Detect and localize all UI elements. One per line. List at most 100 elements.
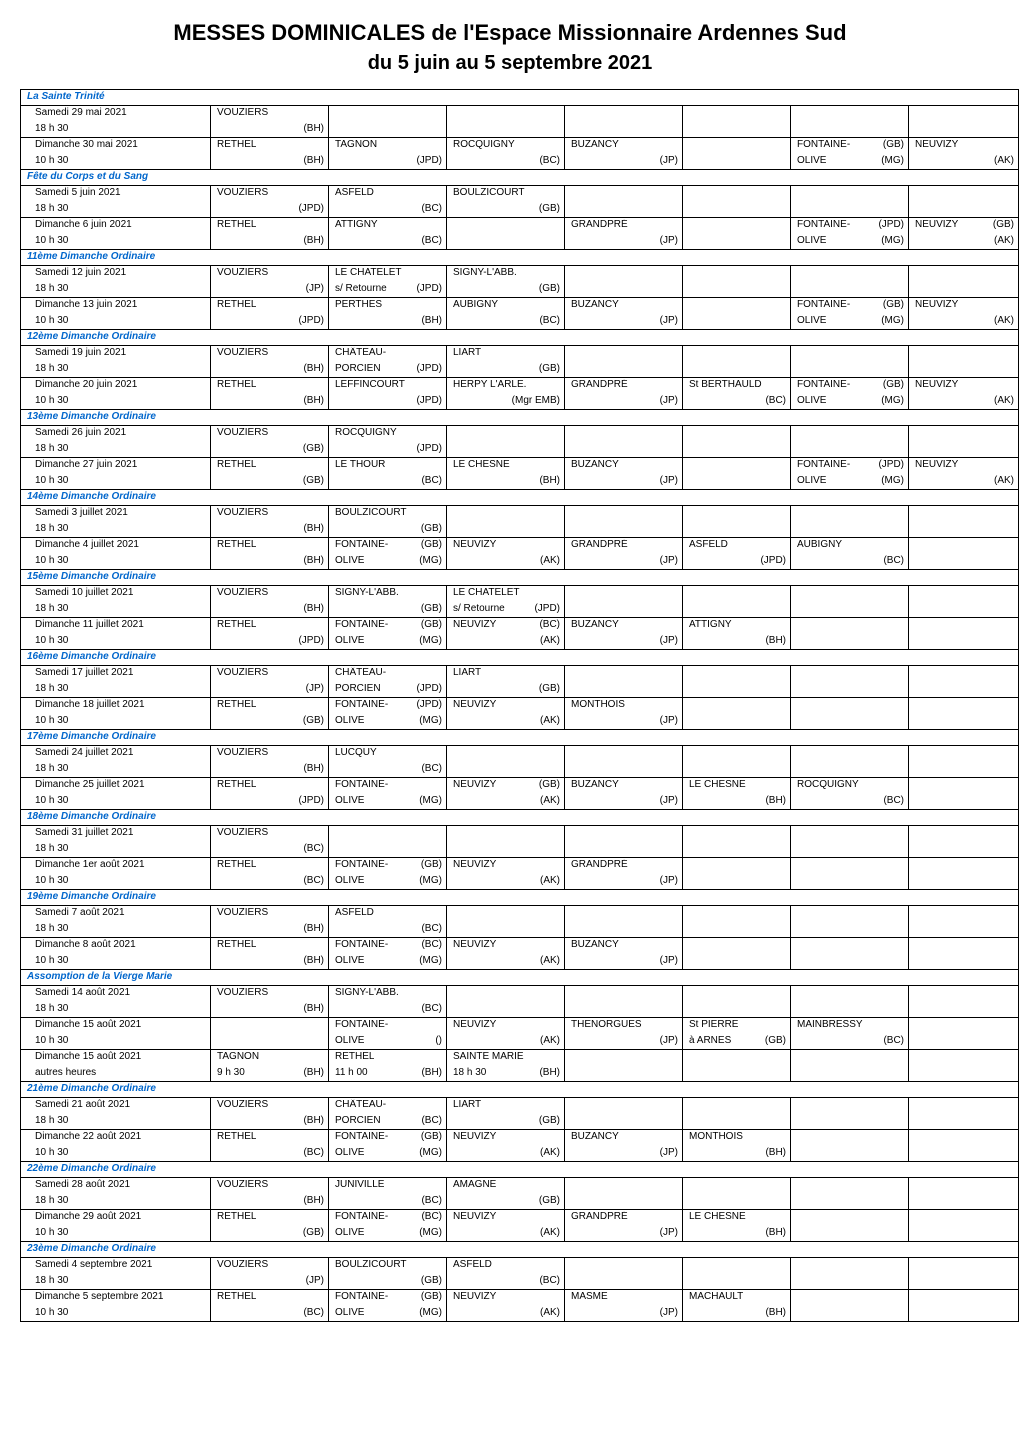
- cell-right-text: (BC): [303, 1147, 324, 1158]
- cell-right-text: (BC): [883, 555, 904, 566]
- cell-right-text: (GB): [883, 139, 904, 150]
- data-cell: [909, 1274, 1019, 1290]
- section-header-label: 18ème Dimanche Ordinaire: [21, 810, 1018, 823]
- data-cell: [791, 1146, 909, 1162]
- cell-right-text: (MG): [881, 395, 904, 406]
- data-cell: (AK): [447, 1306, 565, 1322]
- data-cell: (AK): [447, 954, 565, 970]
- data-cell: (JP): [565, 154, 683, 170]
- row-label-cell: Samedi 14 août 2021: [21, 986, 211, 1002]
- cell-right-text: (BH): [303, 1067, 324, 1078]
- data-cell: [447, 826, 565, 842]
- cell-right-text: (BC): [421, 235, 442, 246]
- data-cell: NEUVIZY: [447, 538, 565, 554]
- cell-right-text: (BC): [539, 619, 560, 630]
- cell-left-text: 18 h 30: [35, 523, 68, 534]
- cell-left-text: CHÂTEAU-: [335, 1099, 386, 1110]
- cell-left-text: AUBIGNY: [453, 299, 498, 310]
- data-cell: [565, 1114, 683, 1130]
- data-cell: MONTHOIS: [683, 1130, 791, 1146]
- data-cell: ROCQUIGNY: [447, 138, 565, 154]
- data-cell: [683, 698, 791, 714]
- row-label-cell: Samedi 17 juillet 2021: [21, 666, 211, 682]
- cell-left-text: Dimanche 20 juin 2021: [35, 379, 137, 390]
- cell-right-text: (MG): [881, 235, 904, 246]
- row-label-cell: Samedi 7 août 2021: [21, 906, 211, 922]
- cell-left-text: 18 h 30: [35, 923, 68, 934]
- cell-right-text: (JP): [660, 1035, 678, 1046]
- cell-left-text: PERTHES: [335, 299, 382, 310]
- cell-left-text: TAGNON: [335, 139, 377, 150]
- data-cell: PORCIEN(JPD): [329, 362, 447, 378]
- data-cell: BUZANCY: [565, 1130, 683, 1146]
- data-cell: [565, 186, 683, 202]
- data-cell: [909, 618, 1019, 634]
- data-row-top: Samedi 24 juillet 2021VOUZIERSLUCQUY: [21, 746, 1019, 762]
- data-cell: [565, 922, 683, 938]
- data-cell: BUZANCY: [565, 298, 683, 314]
- data-cell: [565, 986, 683, 1002]
- data-cell: ROCQUIGNY: [791, 778, 909, 794]
- cell-left-text: LEFFINCOURT: [335, 379, 405, 390]
- cell-right-text: (BH): [303, 603, 324, 614]
- cell-left-text: Samedi 3 juillet 2021: [35, 507, 128, 518]
- data-cell: [683, 122, 791, 138]
- data-cell: [683, 154, 791, 170]
- cell-left-text: GRANDPRÉ: [571, 859, 628, 870]
- data-cell: [791, 106, 909, 122]
- data-cell: [909, 1114, 1019, 1130]
- cell-left-text: VOUZIERS: [217, 267, 268, 278]
- section-header-row: 22ème Dimanche Ordinaire: [21, 1162, 1019, 1178]
- data-cell: (JP): [565, 714, 683, 730]
- cell-left-text: BOULZICOURT: [335, 1259, 407, 1270]
- data-cell: [683, 266, 791, 282]
- cell-left-text: OLIVE: [335, 715, 364, 726]
- cell-right-text: (BC): [539, 315, 560, 326]
- data-cell: LEFFINCOURT: [329, 378, 447, 394]
- data-cell: [791, 266, 909, 282]
- data-cell: [791, 602, 909, 618]
- cell-right-text: (BC): [421, 203, 442, 214]
- data-cell: (JPD): [211, 202, 329, 218]
- data-cell: [565, 426, 683, 442]
- cell-right-text: (JPD): [416, 443, 442, 454]
- data-cell: (JP): [565, 1226, 683, 1242]
- data-cell: LUCQUY: [329, 746, 447, 762]
- cell-right-text: (JP): [660, 315, 678, 326]
- data-cell: [909, 1018, 1019, 1034]
- data-cell: OLIVE(MG): [329, 1306, 447, 1322]
- row-label-cell: Dimanche 20 juin 2021: [21, 378, 211, 394]
- data-row-top: Samedi 21 août 2021VOUZIERSCHÂTEAU-LIART: [21, 1098, 1019, 1114]
- data-cell: RETHEL: [211, 1130, 329, 1146]
- cell-left-text: LE CHESNE: [453, 459, 510, 470]
- cell-left-text: JUNIVILLE: [335, 1179, 384, 1190]
- data-cell: [565, 906, 683, 922]
- data-cell: [791, 714, 909, 730]
- section-header-cell: 18ème Dimanche Ordinaire: [21, 810, 1019, 826]
- cell-left-text: GRANDPRÉ: [571, 1211, 628, 1222]
- data-cell: RETHEL: [211, 1210, 329, 1226]
- data-cell: LE CHESNE: [447, 458, 565, 474]
- cell-left-text: OLIVE: [797, 235, 826, 246]
- cell-right-text: (BH): [303, 1003, 324, 1014]
- data-cell: (AK): [909, 154, 1019, 170]
- cell-left-text: VOUZIERS: [217, 587, 268, 598]
- cell-right-text: (BH): [303, 123, 324, 134]
- data-cell: (AK): [447, 1034, 565, 1050]
- cell-right-text: (JP): [660, 155, 678, 166]
- data-cell: [565, 1274, 683, 1290]
- data-cell: [565, 762, 683, 778]
- data-cell: à ARNES(GB): [683, 1034, 791, 1050]
- cell-left-text: Dimanche 27 juin 2021: [35, 459, 137, 470]
- cell-left-text: 9 h 30: [217, 1067, 245, 1078]
- row-label-cell: Dimanche 27 juin 2021: [21, 458, 211, 474]
- cell-left-text: AUBIGNY: [797, 539, 842, 550]
- data-cell: [791, 426, 909, 442]
- cell-left-text: NEUVIZY: [915, 299, 958, 310]
- cell-left-text: NEUVIZY: [915, 379, 958, 390]
- cell-left-text: Samedi 31 juillet 2021: [35, 827, 133, 838]
- data-cell: [565, 1002, 683, 1018]
- cell-right-text: (BC): [421, 939, 442, 950]
- row-label-cell: 18 h 30: [21, 762, 211, 778]
- data-cell: [211, 1018, 329, 1034]
